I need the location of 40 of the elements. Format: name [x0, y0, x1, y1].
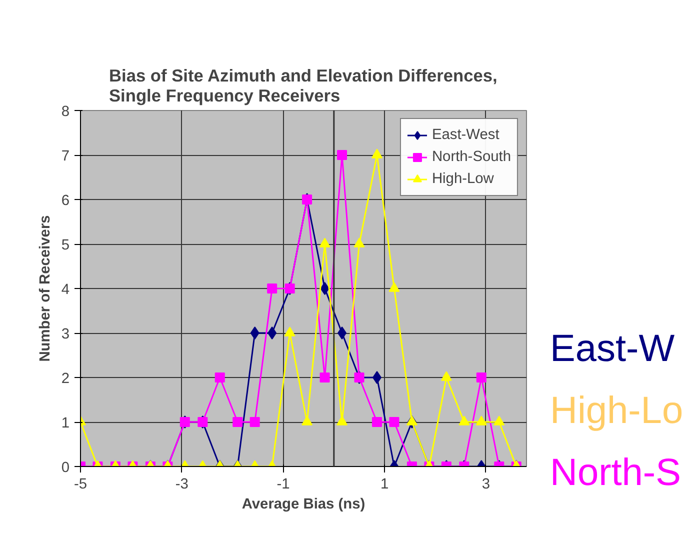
- point: [284, 326, 296, 336]
- y-tick-label: 8: [61, 104, 70, 120]
- chart-title: Bias of Site Azimuth and Elevation Differences, Single Frequency Receivers: [109, 66, 498, 106]
- point: [250, 326, 260, 340]
- legend-label: High-Low: [432, 171, 494, 187]
- legend-label: North-South: [432, 149, 511, 165]
- y-axis-title: Number of Receivers: [37, 215, 54, 362]
- point: [372, 371, 382, 384]
- point: [440, 371, 452, 381]
- point: [406, 416, 418, 426]
- point: [494, 416, 505, 426]
- x-tick-label: 3: [482, 476, 490, 492]
- text: East-W: [550, 327, 676, 372]
- point: [476, 416, 487, 426]
- x-tick-label: 1: [380, 476, 389, 492]
- x-tick-label: -1: [276, 476, 290, 492]
- y-tick-label: 5: [61, 238, 70, 254]
- x-tick-label: -5: [74, 476, 88, 492]
- point: [302, 416, 313, 426]
- y-tick-label: 1: [61, 416, 70, 432]
- text: High-Lo: [550, 389, 684, 434]
- y-tick-label: 6: [61, 193, 70, 209]
- point: [338, 326, 347, 340]
- text: North-S: [550, 451, 682, 496]
- y-tick-label: 0: [61, 460, 70, 476]
- point: [268, 326, 277, 340]
- point: [320, 282, 330, 295]
- point: [458, 416, 470, 426]
- point: [336, 416, 348, 426]
- point: [267, 284, 278, 294]
- legend-label: East-West: [432, 127, 500, 143]
- x-axis-title: Average Bias (ns): [242, 496, 366, 512]
- y-tick-label: 2: [61, 371, 70, 387]
- y-tick-label: 4: [61, 282, 70, 298]
- y-tick-label: 7: [61, 148, 70, 164]
- point: [214, 372, 225, 382]
- point: [476, 372, 486, 382]
- x-tick-label: -3: [175, 476, 188, 492]
- y-tick-label: 3: [61, 326, 70, 342]
- point: [320, 372, 330, 382]
